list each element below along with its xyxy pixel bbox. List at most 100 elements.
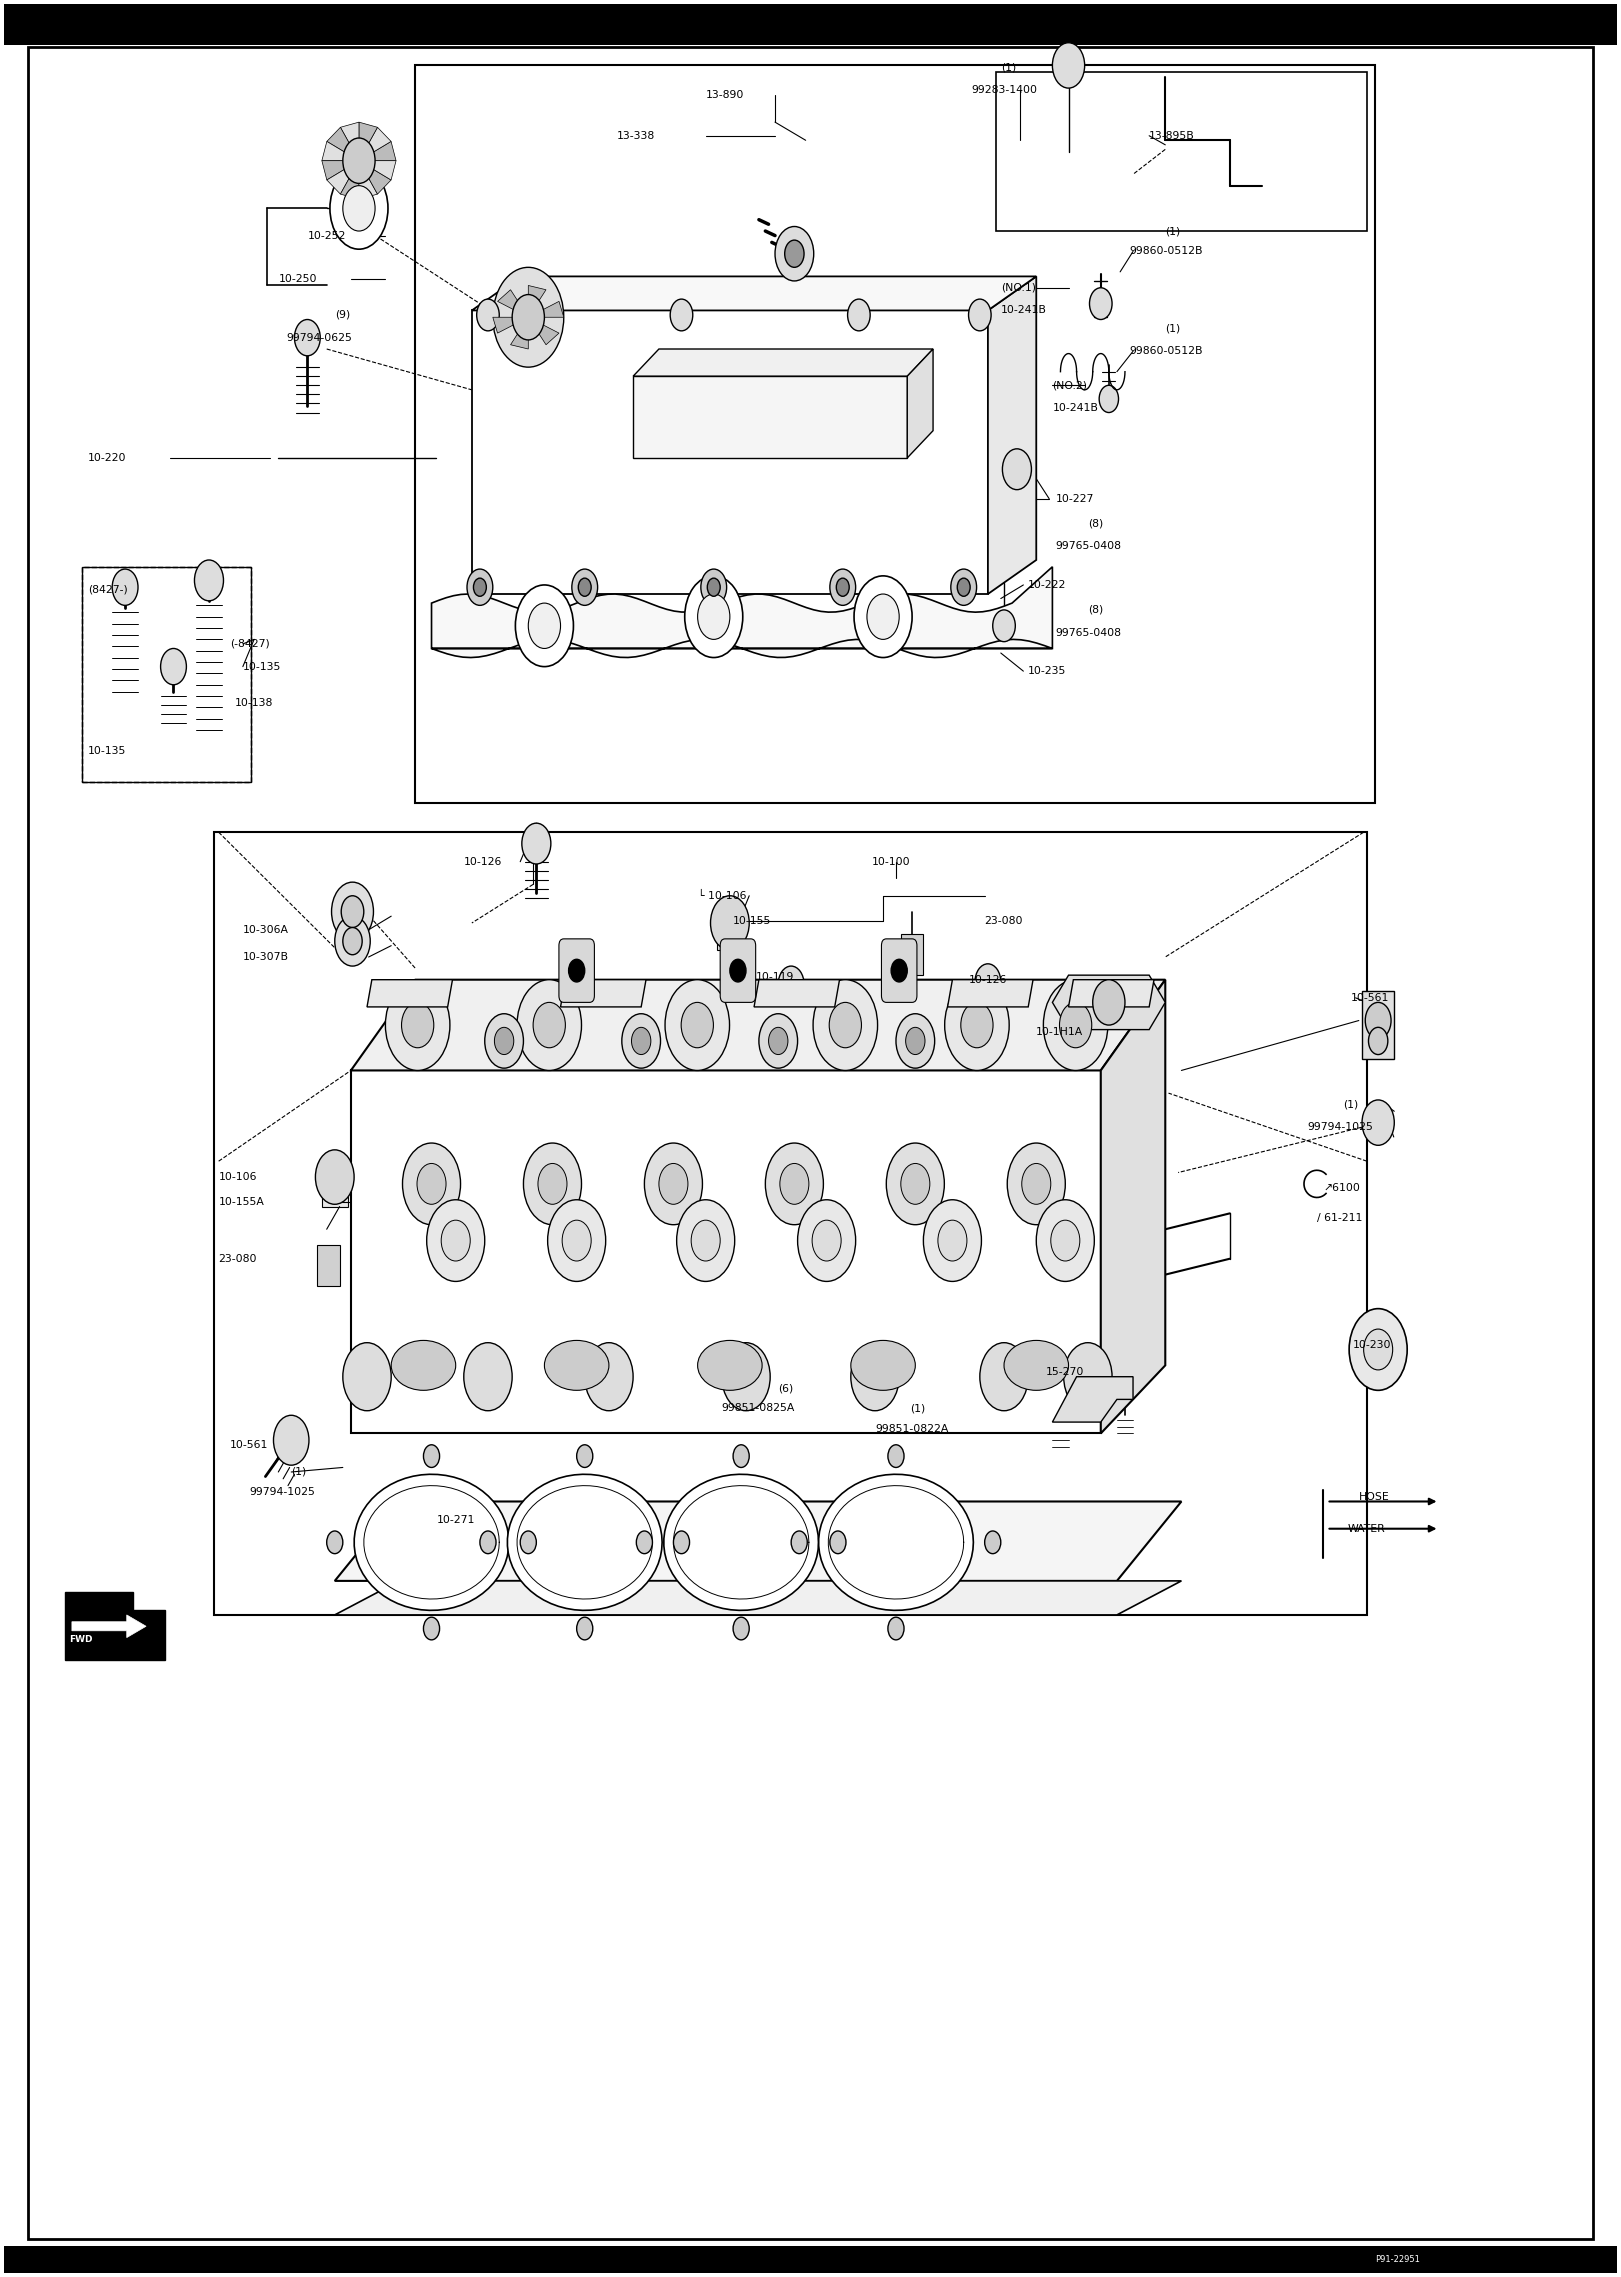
Text: 10-227: 10-227 <box>1055 494 1094 503</box>
Circle shape <box>295 319 321 355</box>
Polygon shape <box>1052 975 1165 1029</box>
Polygon shape <box>318 1246 340 1287</box>
Polygon shape <box>1101 979 1165 1435</box>
Text: HOSE: HOSE <box>1358 1491 1389 1503</box>
Circle shape <box>1036 1200 1094 1282</box>
Circle shape <box>538 1164 567 1205</box>
Text: (-8427): (-8427) <box>230 640 269 649</box>
Circle shape <box>836 578 849 597</box>
Circle shape <box>274 1416 310 1464</box>
Circle shape <box>493 266 564 367</box>
Circle shape <box>528 603 561 649</box>
Text: 99851-0822A: 99851-0822A <box>875 1423 948 1435</box>
Circle shape <box>562 1220 592 1261</box>
Text: 99765-0408: 99765-0408 <box>1055 542 1122 551</box>
Circle shape <box>896 1013 935 1068</box>
Ellipse shape <box>391 1341 456 1391</box>
Circle shape <box>386 979 451 1070</box>
Text: (1): (1) <box>911 1403 926 1414</box>
Circle shape <box>1363 1330 1392 1371</box>
Polygon shape <box>511 317 528 348</box>
Polygon shape <box>65 1592 165 1660</box>
Circle shape <box>848 298 870 330</box>
Circle shape <box>467 569 493 606</box>
Text: 10-135: 10-135 <box>243 663 280 672</box>
Text: 99851-0825A: 99851-0825A <box>721 1403 796 1414</box>
Circle shape <box>733 1617 749 1639</box>
Circle shape <box>520 1530 537 1553</box>
Circle shape <box>906 1027 926 1054</box>
Circle shape <box>785 239 804 266</box>
Circle shape <box>721 1343 770 1412</box>
Polygon shape <box>665 1473 819 1610</box>
Polygon shape <box>340 123 358 162</box>
Text: 10-561: 10-561 <box>230 1439 269 1450</box>
Circle shape <box>572 569 598 606</box>
Circle shape <box>700 569 726 606</box>
Text: 23-080: 23-080 <box>984 915 1023 927</box>
Polygon shape <box>528 301 564 317</box>
Circle shape <box>480 1530 496 1553</box>
Circle shape <box>577 1446 593 1466</box>
Polygon shape <box>1068 979 1154 1006</box>
Polygon shape <box>336 1501 1182 1580</box>
Circle shape <box>924 1200 981 1282</box>
Circle shape <box>426 1200 485 1282</box>
Text: (8): (8) <box>1088 519 1104 528</box>
Text: / 61-211: / 61-211 <box>1316 1214 1362 1223</box>
Circle shape <box>765 1143 823 1225</box>
Bar <box>323 1184 347 1207</box>
Circle shape <box>673 1530 689 1553</box>
Text: 99794-1025: 99794-1025 <box>1307 1123 1373 1132</box>
Circle shape <box>340 895 363 927</box>
Circle shape <box>524 1143 582 1225</box>
Circle shape <box>798 1200 856 1282</box>
Circle shape <box>669 298 692 330</box>
Circle shape <box>1362 1100 1394 1145</box>
Polygon shape <box>987 276 1036 594</box>
Polygon shape <box>358 162 378 200</box>
Polygon shape <box>358 128 391 162</box>
Text: 10-241B: 10-241B <box>1000 305 1047 317</box>
Circle shape <box>548 1200 606 1282</box>
Circle shape <box>645 1143 702 1225</box>
FancyBboxPatch shape <box>559 938 595 1002</box>
Circle shape <box>684 576 742 658</box>
Bar <box>5 5 1616 46</box>
Circle shape <box>632 1027 652 1054</box>
Circle shape <box>1365 1002 1391 1038</box>
Text: 99765-0408: 99765-0408 <box>1055 628 1122 638</box>
Circle shape <box>477 298 499 330</box>
Circle shape <box>984 1530 1000 1553</box>
Circle shape <box>512 294 545 339</box>
Polygon shape <box>358 141 396 162</box>
Text: 23-080: 23-080 <box>219 1255 258 1264</box>
Circle shape <box>979 1343 1028 1412</box>
Circle shape <box>759 1013 798 1068</box>
Circle shape <box>1368 1027 1388 1054</box>
Circle shape <box>336 915 370 965</box>
Circle shape <box>1063 1343 1112 1412</box>
Circle shape <box>958 578 969 597</box>
Text: 99860-0512B: 99860-0512B <box>1130 246 1203 257</box>
Text: 10-106: 10-106 <box>219 1173 258 1182</box>
Circle shape <box>775 225 814 280</box>
Circle shape <box>697 594 729 640</box>
Circle shape <box>402 1143 460 1225</box>
Text: 10-241B: 10-241B <box>1052 403 1099 412</box>
Polygon shape <box>493 317 528 332</box>
Circle shape <box>637 1530 653 1553</box>
Circle shape <box>1052 43 1084 89</box>
Circle shape <box>892 959 908 981</box>
Circle shape <box>533 1002 566 1047</box>
Polygon shape <box>634 348 934 376</box>
Circle shape <box>577 1617 593 1639</box>
Polygon shape <box>358 162 391 194</box>
Circle shape <box>992 610 1015 642</box>
Polygon shape <box>1362 990 1394 1059</box>
Circle shape <box>791 1530 807 1553</box>
Circle shape <box>622 1013 660 1068</box>
Circle shape <box>569 959 585 981</box>
Text: (1): (1) <box>1165 323 1180 335</box>
Text: 99794-0625: 99794-0625 <box>287 332 352 342</box>
